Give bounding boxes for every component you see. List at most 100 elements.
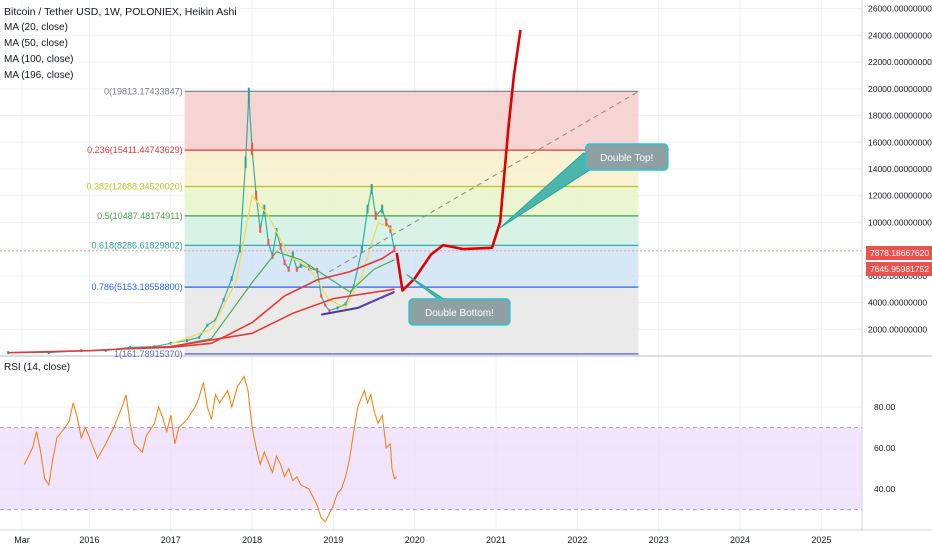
price-tick-label: 20000.00000000 — [868, 84, 932, 94]
legend-ma-100[interactable]: MA (100, close) — [4, 54, 74, 65]
price-candle — [129, 345, 132, 349]
price-candle — [389, 225, 392, 233]
ma-line-3 — [8, 288, 395, 354]
price-candle — [374, 211, 377, 220]
current-price-tag: 7878.18667620 — [866, 246, 932, 260]
fib-zone — [184, 186, 639, 216]
price-candle — [206, 323, 209, 327]
price-candle — [222, 298, 225, 302]
price-candle — [169, 341, 172, 345]
callout-box[interactable] — [584, 143, 669, 171]
price-tick-label: 18000.00000000 — [868, 111, 932, 121]
price-candle — [299, 262, 302, 268]
annotations[interactable]: Double Top! Double Bottom! — [406, 143, 669, 326]
price-candle — [370, 184, 373, 195]
legend-ma-50[interactable]: MA (50, close) — [4, 38, 68, 49]
price-candle — [238, 245, 241, 253]
legend-ma-20[interactable]: MA (20, close) — [4, 22, 68, 33]
price-candle — [287, 266, 290, 272]
price-candle — [263, 204, 266, 214]
price-candle — [247, 87, 250, 104]
price-tick-label: 2000.00000000 — [868, 324, 927, 334]
rsi-tick-label: 60.00 — [874, 443, 896, 453]
price-candle — [271, 252, 274, 259]
time-tick-label: 2018 — [242, 535, 262, 545]
fib-level-label: 0(19813.17433847) — [104, 86, 183, 96]
time-tick-label: 2023 — [649, 535, 669, 545]
price-candle — [381, 204, 384, 214]
fib-level-label: 1(161.78915370) — [114, 349, 183, 359]
price-candle — [336, 306, 339, 310]
legend-title: Bitcoin / Tether USD, 1W, POLONIEX, Heik… — [4, 6, 237, 18]
callout-box[interactable] — [408, 298, 511, 326]
time-tick-label: 2024 — [730, 535, 750, 545]
price-candle — [320, 294, 323, 298]
price-tick-label: 22000.00000000 — [868, 57, 932, 67]
projection-path[interactable] — [395, 29, 522, 292]
price-candle — [344, 302, 347, 306]
price-tick-label: 24000.00000000 — [868, 30, 932, 40]
price-candle — [230, 276, 233, 281]
price-candle — [255, 190, 258, 201]
fib-level-label: 0.5(10487.48174911) — [97, 211, 182, 221]
price-candle — [295, 266, 298, 272]
price-candle — [324, 303, 327, 307]
price-tick-label: 16000.00000000 — [868, 137, 932, 147]
fib-zone — [184, 353, 639, 356]
price-candle — [259, 225, 262, 233]
chart-legend: Bitcoin / Tether USD, 1W, POLONIEX, Heik… — [4, 4, 237, 84]
price-candle — [360, 245, 363, 253]
rsi-legend[interactable]: RSI (14, close) — [4, 362, 71, 373]
ma-price-tag: 7645.95981752 — [866, 262, 932, 276]
price-candle — [244, 156, 247, 169]
rsi-tick-label: 40.00 — [874, 484, 896, 494]
fib-level-label: 0.786(5153.18558800) — [92, 282, 183, 292]
rsi-overbought-oversold-band — [0, 427, 862, 510]
fib-zone — [184, 215, 639, 246]
rsi-band — [0, 427, 862, 510]
rsi-tick-label: 80.00 — [874, 402, 896, 412]
time-tick-label: 2025 — [811, 535, 831, 545]
price-candle — [279, 243, 282, 250]
time-tick-label: 2021 — [486, 535, 506, 545]
price-candle — [393, 245, 396, 253]
price-candle — [186, 339, 189, 343]
price-candle — [291, 251, 294, 258]
ma-line-1 — [170, 251, 395, 348]
fib-zone — [184, 91, 639, 151]
price-candle — [283, 259, 286, 266]
fib-level-label: 0.382(12688.34520020) — [87, 182, 183, 192]
price-candle — [267, 239, 270, 246]
price-tick-label: 14000.00000000 — [868, 164, 932, 174]
price-candle — [251, 142, 254, 156]
time-tick-label: Mar — [14, 535, 30, 545]
price-tick-label: 4000.00000000 — [868, 298, 927, 308]
callout-text: Double Bottom! — [425, 308, 494, 319]
dashed-trendline[interactable] — [329, 91, 639, 273]
ma-line-0 — [170, 194, 395, 345]
time-tick-label: 2019 — [323, 535, 343, 545]
price-candle — [385, 218, 388, 227]
fib-level-label: 0.618(8286.61829802) — [92, 240, 183, 250]
price-tick-label: 10000.00000000 — [868, 217, 932, 227]
time-tick-label: 2020 — [405, 535, 425, 545]
time-tick-label: 2016 — [79, 535, 99, 545]
rsi-line — [23, 375, 398, 523]
price-candle — [352, 284, 355, 289]
legend-ma-196[interactable]: MA (196, close) — [4, 70, 74, 81]
price-candle — [47, 351, 50, 355]
price-tick-label: 26000.00000000 — [868, 4, 932, 14]
fib-level-label: 0.236(15411.44743629) — [87, 145, 182, 155]
price-candle — [198, 335, 201, 339]
price-candle — [366, 204, 369, 214]
time-tick-label: 2017 — [161, 535, 181, 545]
fibonacci-retracement[interactable]: 0(19813.17433847) 0.236(15411.44743629) 0.… — [87, 86, 639, 359]
price-candle — [214, 318, 217, 322]
price-tick-label: 12000.00000000 — [868, 191, 932, 201]
price-series — [0, 29, 862, 523]
callout-text: Double Top! — [600, 153, 653, 164]
ma-line-2 — [130, 249, 395, 350]
price-candle — [328, 309, 331, 313]
support-trendline[interactable] — [357, 290, 395, 309]
